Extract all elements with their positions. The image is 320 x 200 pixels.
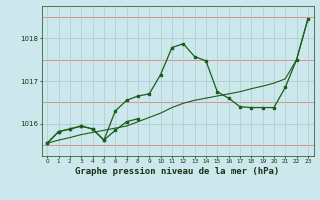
X-axis label: Graphe pression niveau de la mer (hPa): Graphe pression niveau de la mer (hPa) [76, 167, 280, 176]
